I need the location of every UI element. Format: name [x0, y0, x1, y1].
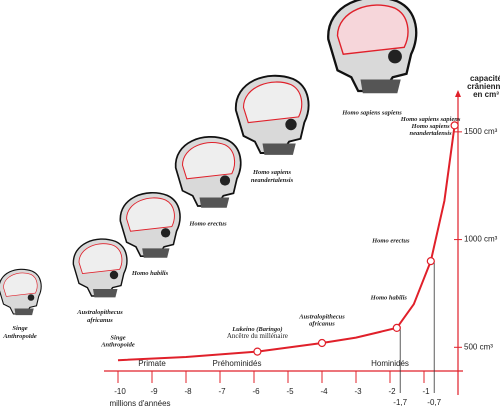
skull-brain: [126, 197, 175, 232]
skull: [0, 268, 42, 316]
y-tick-label: 1000 cm³: [464, 235, 498, 244]
point-label: Australopithecus: [298, 313, 345, 320]
x-tick-label: -6: [252, 387, 260, 396]
skull-label: africanus: [87, 317, 113, 324]
point-label: Homo sapiens: [411, 123, 451, 130]
x-tick-label: -8: [184, 387, 192, 396]
skull-brain: [336, 4, 409, 55]
skull-label: Homo sapiens: [252, 169, 292, 176]
skull-brain: [78, 243, 123, 275]
x-tick-label: -1: [422, 387, 430, 396]
point: [426, 257, 435, 266]
skull-label: Homo sapiens sapiens: [341, 109, 402, 116]
point: [253, 347, 262, 356]
x-tick-label: -5: [286, 387, 294, 396]
point-label: Ancêtre du millénaire: [227, 332, 288, 340]
point: [317, 338, 327, 348]
skull: [72, 238, 128, 298]
skull-jaw: [199, 197, 230, 208]
extra-x-tick-label: -1,7: [393, 398, 407, 407]
y-tick-label: 1500 cm³: [464, 127, 498, 136]
y-axis-label: capacité: [470, 74, 500, 83]
skull-eye: [219, 175, 231, 186]
x-tick-label: -9: [150, 387, 158, 396]
point-label: neandertalensis: [409, 130, 452, 137]
y-axis-arrow: [455, 90, 461, 97]
skull-eye: [388, 49, 402, 64]
x-tick-label: -3: [354, 387, 362, 396]
x-tick-label: -7: [218, 387, 226, 396]
extra-x-tick-label: -0,7: [427, 398, 441, 407]
region-label: Primate: [138, 359, 166, 368]
skull-eye: [27, 294, 35, 301]
y-axis-label: en cm³: [473, 90, 499, 99]
skull-jaw: [14, 308, 34, 316]
point-label: Singe: [110, 335, 125, 342]
skull: [234, 74, 310, 155]
skull-eye: [160, 228, 171, 238]
skull-label: Australopithecus: [76, 309, 123, 316]
point: [450, 121, 459, 130]
point-label: Lukeino (Baringo): [231, 326, 282, 333]
skull-brain: [181, 141, 236, 180]
point-label: africanus: [309, 320, 335, 327]
point-label: Homo sapiens sapiens: [400, 116, 461, 123]
point-label: Anthropoïde: [100, 342, 135, 349]
skull-jaw: [93, 289, 118, 298]
skull-label: Homo erectus: [188, 221, 227, 228]
y-tick-label: 500 cm³: [464, 342, 493, 351]
skull: [327, 0, 418, 94]
region-label: Hominidés: [371, 359, 409, 368]
skull: [174, 136, 242, 208]
skull-jaw: [360, 79, 401, 94]
skull-label: Anthropoïde: [2, 333, 37, 340]
skull-label: neandertalensis: [251, 177, 294, 184]
skull-brain: [3, 272, 38, 297]
point-label: Homo erectus: [371, 238, 410, 245]
skull-eye: [285, 118, 297, 131]
point-label: Homo habilis: [370, 294, 408, 301]
x-axis-label: millions d'années: [109, 399, 170, 408]
skull: [119, 191, 181, 258]
x-tick-label: -2: [388, 387, 396, 396]
skull-label: Singe: [12, 325, 27, 332]
x-tick-label: -10: [114, 387, 126, 396]
line: [117, 125, 456, 362]
x-tick-label: -4: [320, 387, 328, 396]
skull-jaw: [142, 248, 170, 258]
skull-label: Homo habilis: [131, 270, 169, 277]
point: [392, 323, 401, 333]
skull-eye: [109, 270, 119, 280]
skull-jaw: [262, 143, 296, 155]
skull-brain: [242, 81, 303, 124]
region-label: Préhominidés: [213, 359, 262, 368]
